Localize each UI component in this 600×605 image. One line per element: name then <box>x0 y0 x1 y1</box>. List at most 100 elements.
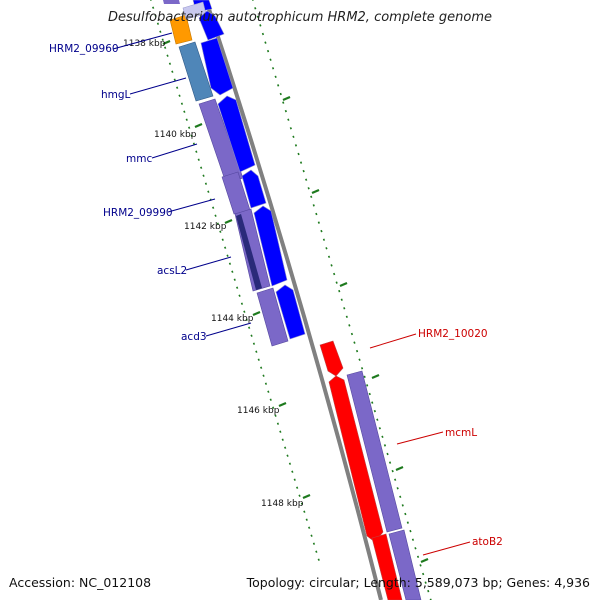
minor-tick <box>259 24 262 27</box>
minor-tick <box>200 166 203 169</box>
minor-tick <box>282 101 285 104</box>
minor-tick <box>245 318 248 321</box>
minor-tick <box>308 526 311 529</box>
minor-tick <box>312 542 316 545</box>
gene-label-acsl2[interactable]: acsL2 <box>157 265 187 277</box>
minor-tick <box>266 49 270 53</box>
minor-tick <box>264 41 267 44</box>
minor-tick <box>366 384 369 387</box>
minor-tick <box>307 187 310 190</box>
reverse-strand-features <box>319 340 422 601</box>
tick-label-1148: 1148 kbp <box>261 499 304 509</box>
minor-tick <box>204 182 208 185</box>
minor-tick <box>348 324 351 327</box>
cog-box-09960[interactable] <box>169 14 193 45</box>
minor-tick <box>224 246 227 249</box>
cds-arrow-hmgl[interactable] <box>200 37 234 96</box>
minor-tick <box>216 222 220 225</box>
cds-arrow-10020[interactable] <box>319 340 344 377</box>
cds-arrow-mcml[interactable] <box>328 375 384 543</box>
cds-arrow-09990[interactable] <box>241 169 267 209</box>
minor-tick <box>293 478 296 481</box>
minor-tick <box>207 190 210 193</box>
minor-tick <box>297 152 300 156</box>
minor-tick <box>310 534 313 537</box>
minor-tick <box>159 30 162 33</box>
cds-arrow-acsl2[interactable] <box>253 205 288 287</box>
gene-label-hrm2-09960[interactable]: HRM2_09960 <box>49 43 119 55</box>
left-gene-labels: HRM2_09960 hmgL mmc HRM2_09990 acsL2 acd… <box>49 43 207 343</box>
minor-tick <box>233 278 236 281</box>
cog-box-hmgl[interactable] <box>178 41 214 102</box>
genome-backbone <box>204 0 383 601</box>
minor-tick <box>254 7 257 10</box>
minor-tick <box>368 392 371 396</box>
minor-tick <box>376 418 379 421</box>
minor-tick <box>178 94 181 97</box>
minor-tick <box>173 78 176 81</box>
minor-tick <box>274 414 277 417</box>
minor-tick <box>236 286 239 289</box>
gene-label-acd3[interactable]: acd3 <box>181 331 207 343</box>
minor-tick <box>396 487 399 490</box>
minor-tick <box>427 589 430 593</box>
cog-box-acd3[interactable] <box>256 287 289 347</box>
gene-label-hrm2-09990[interactable]: HRM2_09990 <box>103 207 173 219</box>
tick-label-1142: 1142 kbp <box>184 222 227 232</box>
minor-tick <box>168 62 172 65</box>
minor-tick <box>292 135 295 139</box>
minor-tick <box>240 302 244 305</box>
minor-tick <box>281 438 284 441</box>
cds-arrow-mmc[interactable] <box>217 95 256 173</box>
minor-tick <box>289 127 292 130</box>
minor-tick <box>303 510 306 513</box>
minor-tick <box>279 430 282 433</box>
minor-tick <box>414 547 417 550</box>
minor-tick <box>322 238 326 241</box>
gene-label-hmgl[interactable]: hmgL <box>101 89 131 101</box>
minor-tick <box>250 334 253 337</box>
minor-tick <box>386 452 389 456</box>
minor-tick <box>363 375 366 379</box>
minor-tick <box>409 529 412 533</box>
minor-tick <box>315 550 318 553</box>
minor-tick <box>327 255 331 259</box>
minor-tick <box>161 38 164 41</box>
cds-arrow-09960[interactable] <box>198 10 225 41</box>
minor-tick <box>299 161 303 164</box>
accession-label: Accession: NC_012108 <box>9 575 152 590</box>
gene-label-hrm2-10020[interactable]: HRM2_10020 <box>418 328 488 340</box>
minor-tick <box>212 206 215 209</box>
minor-tick <box>226 254 229 257</box>
minor-tick <box>300 502 304 505</box>
minor-tick <box>154 14 157 17</box>
minor-tick <box>333 272 336 276</box>
minor-tick <box>353 341 356 344</box>
minor-tick <box>343 307 346 310</box>
minor-tick <box>185 118 188 121</box>
minor-tick <box>284 446 287 449</box>
minor-tick <box>325 247 328 250</box>
minor-tick <box>276 422 280 425</box>
minor-tick <box>221 238 224 241</box>
minor-tick <box>338 289 341 293</box>
cog-box-top[interactable] <box>163 0 180 4</box>
cog-box-acsl2-dark[interactable] <box>236 214 262 290</box>
minor-tick <box>252 342 256 345</box>
minor-tick <box>197 158 200 161</box>
minor-tick <box>371 401 374 404</box>
minor-tick <box>156 22 160 25</box>
minor-tick <box>422 572 425 576</box>
minor-tick <box>286 454 289 457</box>
minor-tick <box>406 521 409 524</box>
tick-label-1144: 1144 kbp <box>211 314 254 324</box>
cog-box-mcml[interactable] <box>346 370 403 533</box>
gene-label-mcml[interactable]: mcmL <box>445 427 477 439</box>
minor-tick <box>335 281 338 284</box>
minor-tick <box>228 262 232 265</box>
gene-label-atob2[interactable]: atoB2 <box>472 536 503 548</box>
minor-tick <box>257 358 260 361</box>
gene-label-mmc[interactable]: mmc <box>126 153 152 165</box>
cds-arrow-acd3[interactable] <box>275 284 306 340</box>
